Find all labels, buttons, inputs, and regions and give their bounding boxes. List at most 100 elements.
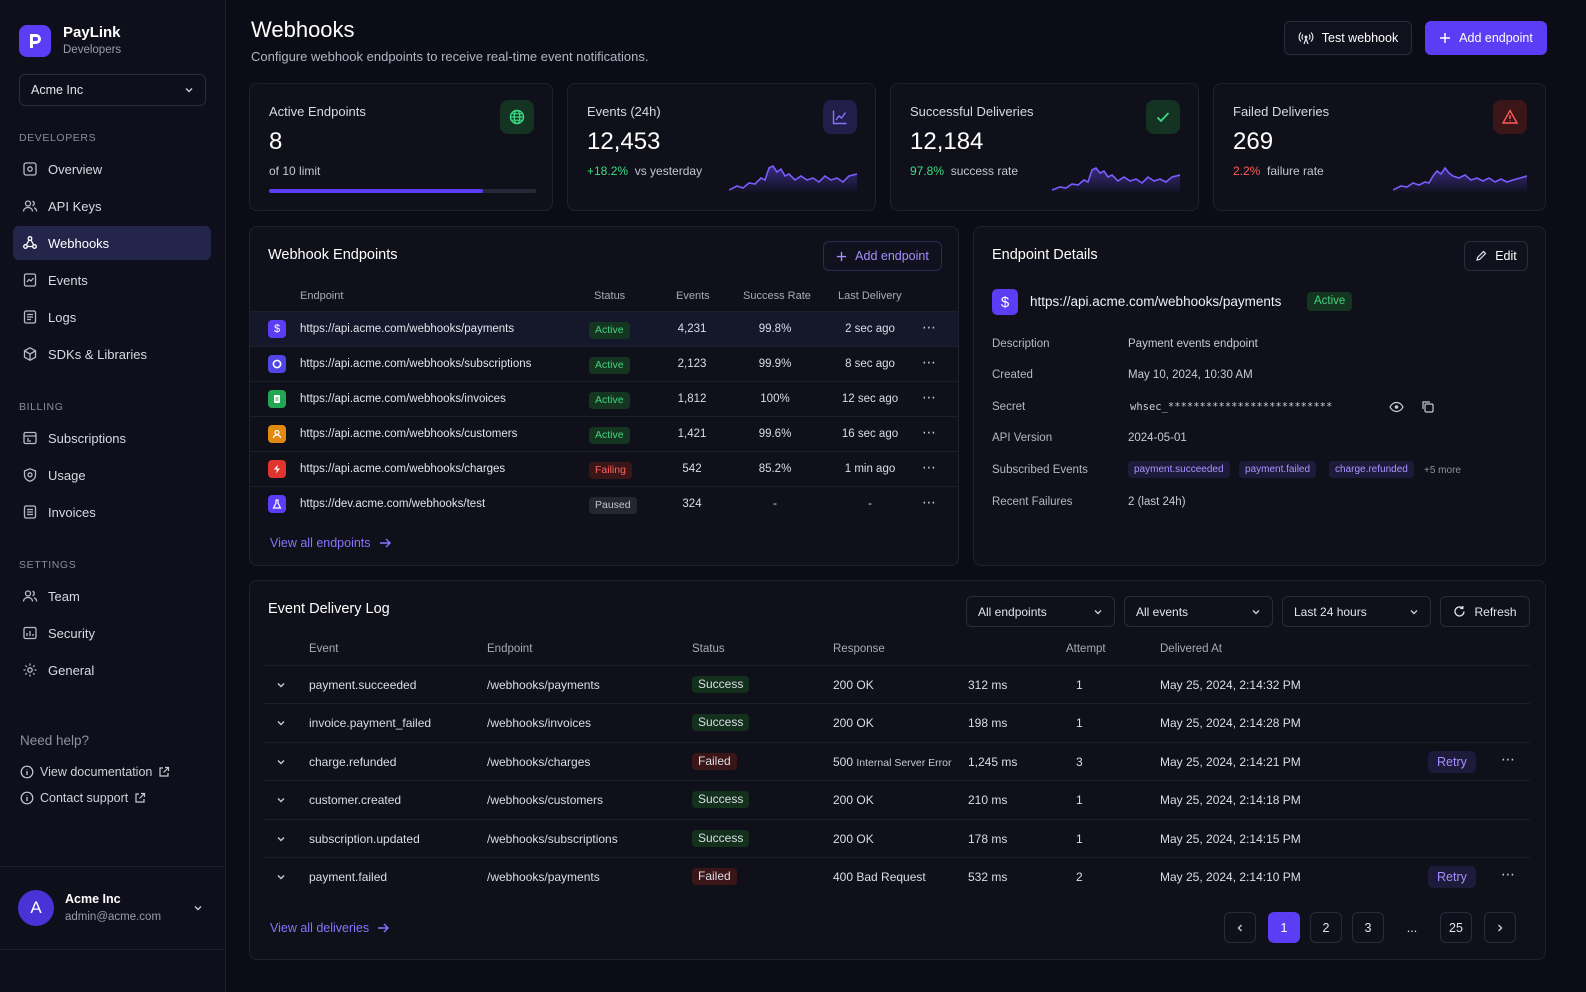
more-options-icon[interactable]: ⋯	[922, 459, 937, 475]
table-row[interactable]: invoice.payment_failed/webhooks/invoices…	[264, 703, 1530, 741]
pagination-page-button[interactable]: 1	[1268, 912, 1300, 943]
sidebar-item-logs[interactable]: Logs	[13, 300, 211, 334]
response-code: 400 Bad Request	[833, 870, 926, 884]
table-row[interactable]: payment.failed/webhooks/payments Failed 40…	[264, 857, 1530, 895]
retry-button[interactable]: Retry	[1428, 750, 1476, 773]
webhook-endpoints-card: Webhook Endpoints Add endpoint Endpoint …	[249, 226, 959, 566]
eye-icon[interactable]	[1389, 401, 1404, 413]
add-endpoint-inline-button[interactable]: Add endpoint	[823, 241, 942, 271]
endpoint-path: /webhooks/charges	[487, 754, 591, 769]
add-endpoint-button[interactable]: Add endpoint	[1425, 21, 1547, 55]
chevron-down-icon[interactable]	[276, 757, 286, 767]
endpoint-path: /webhooks/customers	[487, 793, 604, 808]
more-options-icon[interactable]: ⋯	[922, 494, 937, 510]
sidebar-item-team[interactable]: Team	[13, 579, 211, 613]
user-icon	[268, 425, 286, 443]
more-options-icon[interactable]: ⋯	[1501, 866, 1515, 882]
sidebar-item-label: Team	[48, 588, 80, 604]
user-menu[interactable]: A Acme Inc admin@acme.com	[0, 866, 225, 950]
delivered-at: May 25, 2024, 2:14:15 PM	[1160, 831, 1301, 846]
sidebar-item-events[interactable]: Events	[13, 263, 211, 297]
time-range-select[interactable]: Last 24 hours	[1282, 596, 1431, 627]
more-options-icon[interactable]: ⋯	[922, 319, 937, 335]
more-options-icon[interactable]: ⋯	[922, 389, 937, 405]
failed-sparkline	[1393, 166, 1527, 194]
secret-value: whsec_**************************	[1130, 401, 1333, 413]
brand[interactable]: PayLink Developers	[0, 0, 225, 66]
table-row[interactable]: $ https://api.acme.com/webhooks/payments A…	[250, 311, 958, 346]
test-webhook-button[interactable]: Test webhook	[1284, 21, 1412, 55]
sidebar-item-api-keys[interactable]: API Keys	[13, 189, 211, 223]
table-row[interactable]: https://api.acme.com/webhooks/customers A…	[250, 416, 958, 451]
pencil-icon	[1476, 250, 1487, 261]
contact-support-link[interactable]: Contact support	[20, 785, 176, 811]
column-header-endpoint: Endpoint	[487, 643, 533, 655]
stat-title: Events (24h)	[587, 104, 661, 119]
event-chip: payment.succeeded	[1128, 461, 1230, 478]
sidebar-item-security[interactable]: Security	[13, 616, 211, 650]
events-icon	[23, 273, 37, 287]
endpoint-filter-select[interactable]: All endpoints	[966, 596, 1115, 627]
stat-card-successful-deliveries: Successful Deliveries 12,184 97.8% succe…	[890, 83, 1199, 211]
events-count: 4,231	[677, 323, 707, 335]
table-row[interactable]: payment.succeeded/webhooks/payments Succe…	[264, 665, 1530, 703]
circle-icon	[268, 355, 286, 373]
endpoint-path: /webhooks/payments	[487, 870, 600, 884]
sidebar-item-sdks[interactable]: SDKs & Libraries	[13, 337, 211, 371]
table-row[interactable]: https://dev.acme.com/webhooks/test Paused…	[250, 486, 958, 521]
sidebar-item-invoices[interactable]: Invoices	[13, 495, 211, 529]
api-version-label: API Version	[992, 432, 1053, 444]
copy-icon[interactable]	[1421, 400, 1434, 413]
delivered-at: May 25, 2024, 2:14:18 PM	[1160, 793, 1301, 808]
chevron-down-icon[interactable]	[276, 718, 286, 728]
view-all-deliveries-label: View all deliveries	[270, 921, 370, 935]
more-options-icon[interactable]: ⋯	[922, 354, 937, 370]
status-badge: Success	[692, 676, 750, 693]
delivered-at: May 25, 2024, 2:14:32 PM	[1160, 678, 1301, 692]
refresh-button[interactable]: Refresh	[1440, 596, 1530, 627]
stat-pct: 97.8%	[910, 164, 945, 178]
response-code: 200 OK	[833, 793, 874, 807]
created-label: Created	[992, 369, 1033, 381]
endpoint-url: https://dev.acme.com/webhooks/test	[300, 498, 486, 510]
chevron-down-icon[interactable]	[276, 795, 286, 805]
table-row[interactable]: https://api.acme.com/webhooks/charges Fai…	[250, 451, 958, 486]
table-row[interactable]: customer.created/webhooks/customers Succe…	[264, 780, 1530, 818]
chevron-down-icon[interactable]	[276, 834, 286, 844]
more-options-icon[interactable]: ⋯	[922, 424, 937, 440]
pagination-prev-button[interactable]	[1224, 912, 1256, 943]
contact-support-label: Contact support	[40, 791, 129, 805]
org-select[interactable]: Acme Inc	[19, 74, 206, 106]
view-all-deliveries-link[interactable]: View all deliveries	[270, 921, 390, 935]
response-status: 400 Bad Request	[833, 870, 926, 884]
sidebar-item-subscriptions[interactable]: Subscriptions	[13, 421, 211, 455]
sidebar-item-webhooks[interactable]: Webhooks	[13, 226, 211, 260]
more-options-icon[interactable]: ⋯	[1501, 750, 1515, 767]
chevron-down-icon[interactable]	[276, 872, 286, 882]
pagination-page-button[interactable]: 3	[1352, 912, 1384, 943]
table-row[interactable]: charge.refunded/webhooks/charges Failed 50…	[264, 741, 1530, 780]
stat-pct-label: failure rate	[1267, 164, 1324, 178]
table-row[interactable]: subscription.updated/webhooks/subscripti…	[264, 818, 1530, 857]
table-row[interactable]: https://api.acme.com/webhooks/subscripti…	[250, 346, 958, 381]
edit-endpoint-button[interactable]: Edit	[1464, 241, 1528, 271]
sidebar-item-overview[interactable]: Overview	[13, 152, 211, 186]
sidebar-item-general[interactable]: General	[13, 653, 211, 687]
pagination-page-button[interactable]: 25	[1440, 912, 1472, 943]
endpoint-path: /webhooks/payments	[487, 678, 600, 692]
event-name: invoice.payment_failed	[309, 716, 432, 731]
sidebar-item-usage[interactable]: Usage	[13, 458, 211, 492]
chevron-down-icon[interactable]	[276, 680, 286, 690]
more-events-link[interactable]: +5 more	[1424, 465, 1461, 476]
column-header-status: Status	[692, 643, 725, 655]
table-row[interactable]: https://api.acme.com/webhooks/invoices Ac…	[250, 381, 958, 416]
success-rate: 100%	[760, 393, 790, 405]
security-icon	[23, 626, 37, 640]
test-webhook-label: Test webhook	[1321, 31, 1399, 45]
pagination-next-button[interactable]	[1484, 912, 1516, 943]
pagination-page-button[interactable]: 2	[1310, 912, 1342, 943]
events-filter-select[interactable]: All events	[1124, 596, 1273, 627]
view-all-endpoints-link[interactable]: View all endpoints	[270, 536, 392, 550]
retry-button[interactable]: Retry	[1428, 866, 1476, 888]
view-documentation-link[interactable]: View documentation	[20, 759, 176, 785]
